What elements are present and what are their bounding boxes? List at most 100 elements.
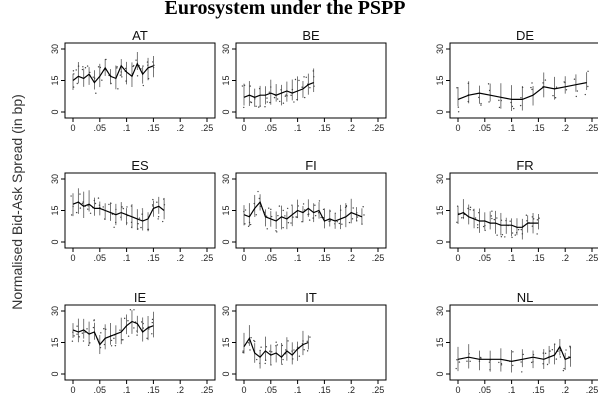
observation-point xyxy=(266,101,268,103)
x-tick-label: .2 xyxy=(176,385,184,395)
observation-point xyxy=(525,214,528,216)
observation-point xyxy=(113,226,115,228)
observation-point xyxy=(147,64,149,66)
plot-frame xyxy=(235,304,387,381)
observation-point xyxy=(298,79,300,82)
observation-point xyxy=(306,350,309,352)
observation-point xyxy=(270,364,272,366)
x-tick-label: .25 xyxy=(201,253,214,263)
observation-point xyxy=(546,363,549,366)
observation-point xyxy=(564,81,566,84)
observation-point xyxy=(152,61,154,63)
observation-point xyxy=(99,66,102,69)
y-tick-label: 30 xyxy=(221,174,231,184)
observation-point xyxy=(514,234,516,236)
observation-point xyxy=(512,351,514,353)
observation-point xyxy=(275,230,277,232)
observation-point xyxy=(587,85,589,88)
observation-point xyxy=(280,89,282,91)
observation-point xyxy=(275,345,277,347)
observation-point xyxy=(308,213,310,215)
observation-point xyxy=(531,216,534,218)
observation-point xyxy=(521,233,524,235)
panel-title: AT xyxy=(132,28,148,43)
observation-point xyxy=(304,96,306,99)
plot-frame xyxy=(449,304,598,381)
observation-point xyxy=(152,198,154,201)
observation-point xyxy=(496,234,498,236)
panel-title: DE xyxy=(516,28,534,43)
observation-point xyxy=(489,369,491,371)
observation-point xyxy=(336,220,338,223)
observation-point xyxy=(270,215,273,218)
y-tick-label: 30 xyxy=(435,44,445,54)
observation-point xyxy=(130,205,133,207)
x-tick-label: .05 xyxy=(479,253,492,263)
observation-point xyxy=(308,219,311,221)
observation-point xyxy=(257,190,259,193)
observation-point xyxy=(73,73,75,75)
observation-point xyxy=(81,68,84,71)
observation-point xyxy=(282,102,285,104)
observation-point xyxy=(243,210,245,213)
observation-point xyxy=(141,208,144,210)
observation-point xyxy=(297,205,299,207)
x-tick-label: 0 xyxy=(455,385,460,395)
x-tick-label: .1 xyxy=(123,253,131,263)
observation-point xyxy=(110,202,112,205)
observation-point xyxy=(551,349,554,351)
panel-title: BE xyxy=(302,28,320,43)
series-line xyxy=(457,211,539,228)
observation-point xyxy=(356,216,359,218)
observation-point xyxy=(249,85,251,87)
x-tick-label: .2 xyxy=(561,385,569,395)
observation-point xyxy=(258,87,261,90)
observation-point xyxy=(565,89,568,91)
observation-point xyxy=(266,228,268,230)
x-tick-label: 0 xyxy=(241,123,246,133)
observation-point xyxy=(457,111,460,113)
observation-point xyxy=(127,320,129,322)
observation-point xyxy=(255,214,257,216)
observation-point xyxy=(100,332,102,334)
observation-point xyxy=(255,105,257,107)
observation-point xyxy=(488,89,491,92)
x-tick-label: .05 xyxy=(265,385,278,395)
observation-point xyxy=(153,64,155,67)
x-tick-label: .25 xyxy=(372,385,385,395)
observation-point xyxy=(339,209,342,211)
series-line xyxy=(72,62,154,84)
panel-ie: IE 0 .05 .1 .15 .2 .25 0 15 30 xyxy=(50,290,216,395)
observation-point xyxy=(97,197,100,199)
observation-point xyxy=(95,92,97,94)
observation-point xyxy=(94,202,97,205)
x-tick-label: .1 xyxy=(123,385,131,395)
observation-point xyxy=(250,101,253,104)
observation-point xyxy=(505,219,507,222)
observation-point xyxy=(92,76,94,78)
observation-point xyxy=(520,361,522,363)
observation-point xyxy=(544,79,547,81)
panel-title: FI xyxy=(305,158,317,173)
observation-point xyxy=(309,336,311,338)
observation-point xyxy=(474,217,477,219)
observation-point xyxy=(87,208,89,210)
x-tick-label: .2 xyxy=(561,253,569,263)
y-tick-label: 15 xyxy=(50,75,60,85)
observation-point xyxy=(511,105,514,108)
observation-point xyxy=(157,218,159,220)
observation-point xyxy=(247,225,250,228)
observation-point xyxy=(276,344,279,346)
plot-frame xyxy=(64,42,216,119)
observation-point xyxy=(512,364,514,367)
observation-point xyxy=(478,96,480,99)
y-tick-label: 0 xyxy=(435,109,445,114)
observation-point xyxy=(456,221,458,223)
observation-point xyxy=(98,204,101,206)
observation-point xyxy=(287,340,289,342)
observation-point xyxy=(352,207,354,209)
observation-point xyxy=(284,349,287,351)
observation-point xyxy=(491,217,493,220)
observation-point xyxy=(496,217,498,219)
